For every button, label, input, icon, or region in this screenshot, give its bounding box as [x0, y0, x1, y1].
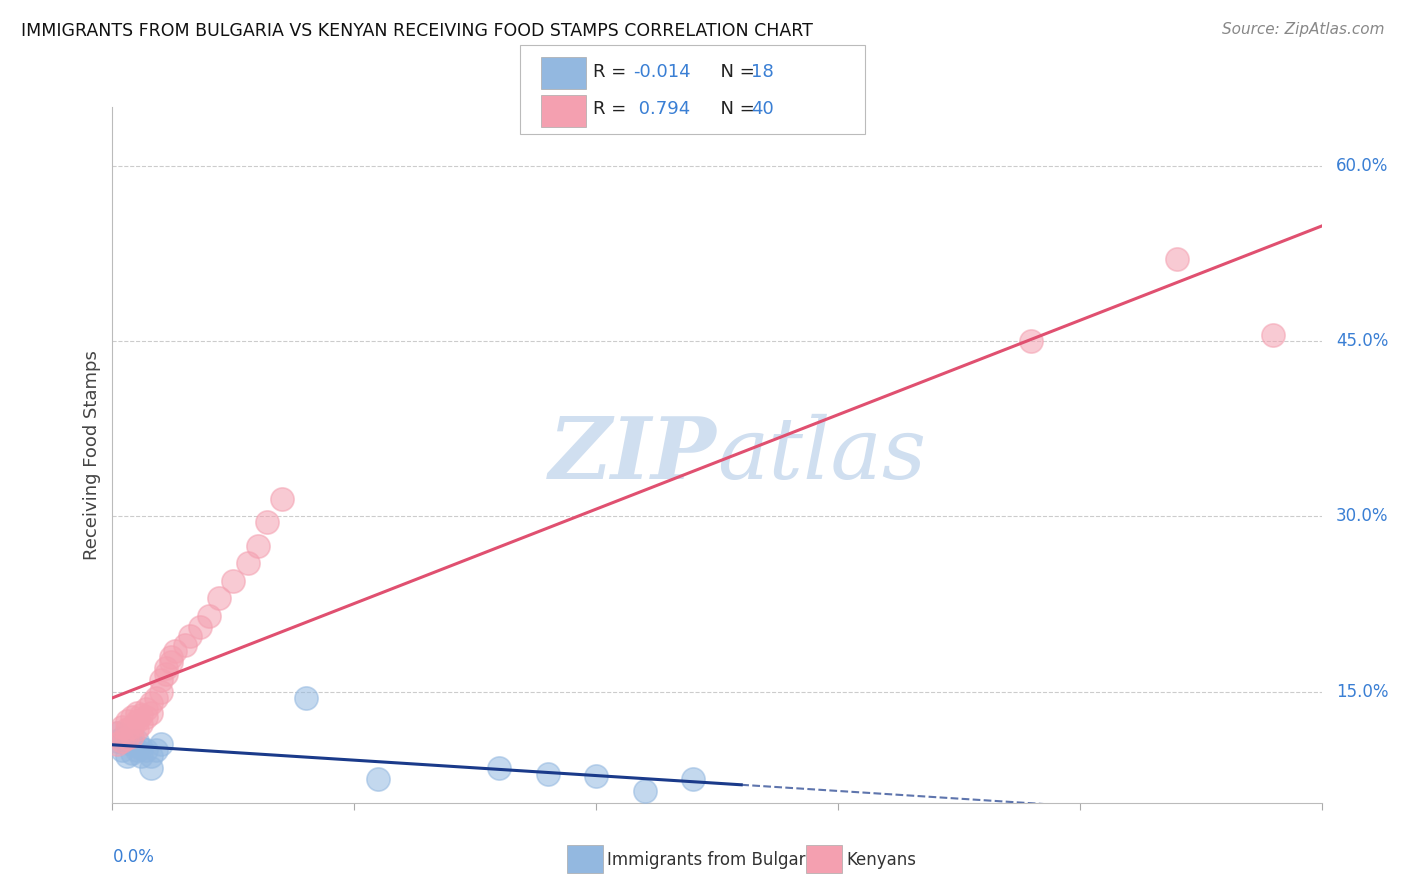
- Point: [135, 710, 157, 724]
- Text: 0.0%: 0.0%: [112, 848, 155, 866]
- Point: [111, 731, 134, 746]
- Point: [105, 725, 128, 739]
- Point: [145, 743, 167, 757]
- Point: [105, 734, 128, 748]
- Point: [149, 737, 172, 751]
- Text: atlas: atlas: [717, 414, 927, 496]
- Point: [111, 734, 134, 748]
- Point: [121, 746, 143, 760]
- Point: [236, 556, 259, 570]
- Text: IMMIGRANTS FROM BULGARIA VS KENYAN RECEIVING FOOD STAMPS CORRELATION CHART: IMMIGRANTS FROM BULGARIA VS KENYAN RECEI…: [21, 22, 813, 40]
- Y-axis label: Receiving Food Stamps: Receiving Food Stamps: [83, 350, 101, 560]
- Point: [131, 749, 153, 764]
- Point: [1263, 328, 1285, 343]
- Point: [537, 766, 560, 780]
- Point: [115, 722, 138, 736]
- Point: [105, 737, 128, 751]
- Point: [115, 714, 138, 728]
- Point: [121, 729, 143, 743]
- Point: [135, 702, 157, 716]
- Point: [131, 740, 153, 755]
- Point: [141, 706, 163, 720]
- Text: 15.0%: 15.0%: [1336, 682, 1389, 701]
- Text: 40: 40: [751, 100, 773, 119]
- Text: 18: 18: [751, 62, 773, 80]
- Text: R =: R =: [593, 62, 633, 80]
- Point: [125, 722, 148, 736]
- Point: [121, 710, 143, 724]
- Point: [246, 539, 269, 553]
- Point: [488, 761, 510, 775]
- Point: [115, 734, 138, 748]
- Point: [121, 720, 143, 734]
- Point: [149, 684, 172, 698]
- Point: [1166, 252, 1188, 266]
- Point: [149, 673, 172, 687]
- Point: [208, 591, 231, 606]
- Text: N =: N =: [709, 62, 761, 80]
- Point: [155, 667, 177, 681]
- Text: R =: R =: [593, 100, 633, 119]
- Point: [174, 638, 197, 652]
- Text: -0.014: -0.014: [633, 62, 690, 80]
- Text: 30.0%: 30.0%: [1336, 508, 1389, 525]
- Point: [135, 743, 157, 757]
- Text: Source: ZipAtlas.com: Source: ZipAtlas.com: [1222, 22, 1385, 37]
- Point: [159, 649, 181, 664]
- Point: [125, 714, 148, 728]
- Point: [585, 769, 607, 783]
- Point: [633, 784, 655, 798]
- Text: 0.794: 0.794: [633, 100, 690, 119]
- Point: [145, 690, 167, 705]
- Point: [115, 749, 138, 764]
- Text: Immigrants from Bulgaria: Immigrants from Bulgaria: [607, 851, 821, 869]
- Point: [125, 706, 148, 720]
- Point: [188, 620, 211, 634]
- Point: [141, 749, 163, 764]
- Point: [141, 697, 163, 711]
- Point: [115, 731, 138, 746]
- Point: [367, 772, 389, 787]
- Point: [131, 708, 153, 723]
- Point: [131, 717, 153, 731]
- Point: [198, 608, 221, 623]
- Point: [222, 574, 245, 588]
- Point: [141, 761, 163, 775]
- Point: [125, 743, 148, 757]
- Point: [179, 629, 201, 643]
- Point: [159, 656, 181, 670]
- Text: ZIP: ZIP: [550, 413, 717, 497]
- Point: [111, 743, 134, 757]
- Text: 45.0%: 45.0%: [1336, 332, 1389, 350]
- Point: [125, 734, 148, 748]
- Point: [121, 737, 143, 751]
- Point: [295, 690, 318, 705]
- Point: [256, 515, 278, 529]
- Text: Kenyans: Kenyans: [846, 851, 917, 869]
- Point: [105, 725, 128, 739]
- Point: [155, 661, 177, 675]
- Text: 60.0%: 60.0%: [1336, 156, 1389, 175]
- Point: [682, 772, 704, 787]
- Point: [111, 720, 134, 734]
- Point: [165, 644, 187, 658]
- Point: [1021, 334, 1043, 348]
- Point: [270, 491, 292, 506]
- Text: N =: N =: [709, 100, 761, 119]
